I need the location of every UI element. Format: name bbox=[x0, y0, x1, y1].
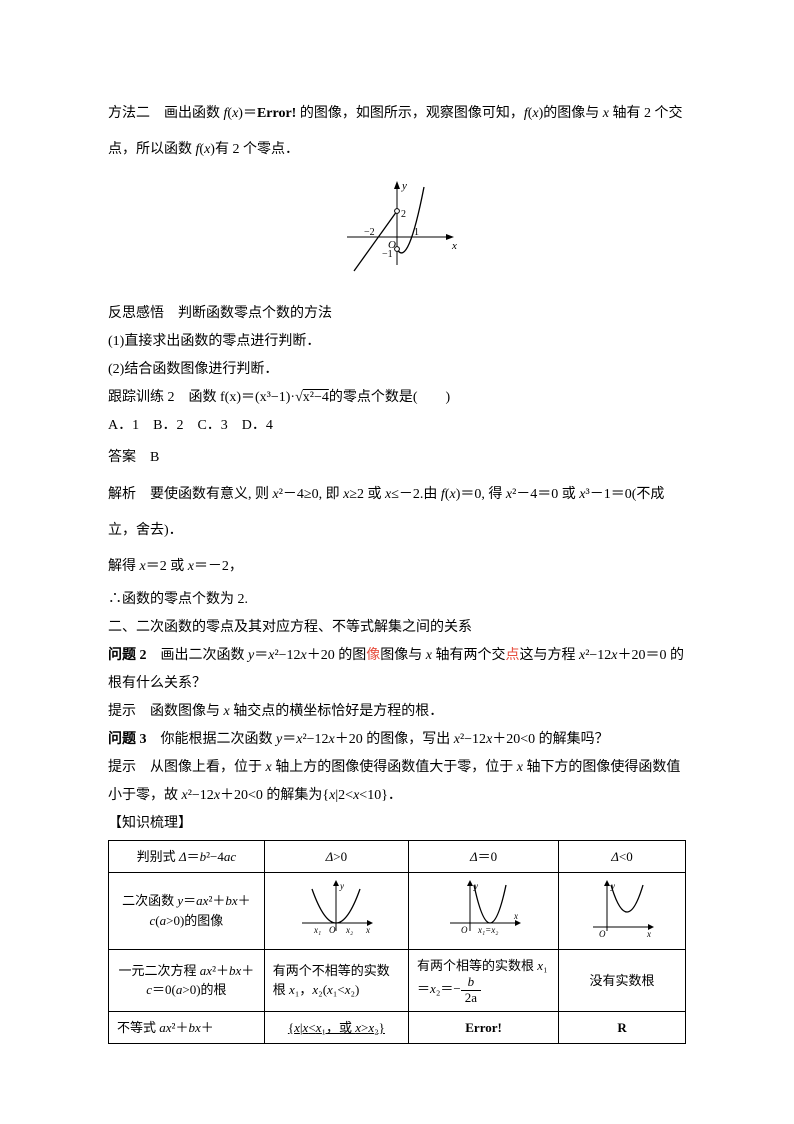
table-row: 判别式 Δ＝b²−4ac Δ>0 Δ＝0 Δ<0 bbox=[109, 840, 686, 873]
reflect-item-1: (1)直接求出函数的零点进行判断． bbox=[108, 328, 686, 356]
table-row: 不等式 ax²＋bx＋ {x|x<x₁，或 x>x₂} Error! R bbox=[109, 1011, 686, 1044]
explain-2: 解得 x＝2 或 x＝－2， bbox=[108, 549, 686, 585]
method2-text: 方法二 画出函数 f(x)＝Error! 的图像，如图所示，观察图像可知，f(x… bbox=[108, 96, 686, 169]
parabola-no-root: O x y bbox=[559, 873, 686, 950]
parabola-two-roots: x₁ O x₂ x y bbox=[264, 873, 408, 950]
svg-text:y: y bbox=[339, 881, 344, 891]
svg-text:x: x bbox=[646, 929, 651, 937]
sqrt-expr: x²−4 bbox=[303, 384, 329, 412]
track-label: 跟踪训练 2 函数 f(x)＝(x³−1)· bbox=[108, 390, 295, 405]
track-practice-2: 跟踪训练 2 函数 f(x)＝(x³−1)·√x²−4的零点个数是( ) bbox=[108, 384, 686, 412]
section-title: 二、二次函数的零点及其对应方程、不等式解集之间的关系 bbox=[108, 614, 686, 642]
svg-text:y: y bbox=[473, 881, 478, 891]
knowledge-table: 判别式 Δ＝b²−4ac Δ>0 Δ＝0 Δ<0 二次函数 y＝ax²＋bx＋c… bbox=[108, 840, 686, 1045]
parabola-one-root: O x₁=x₂ x y bbox=[409, 873, 559, 950]
hint-2: 提示 函数图像与 x 轴交点的横坐标恰好是方程的根． bbox=[108, 698, 686, 726]
svg-text:O: O bbox=[329, 925, 336, 935]
svg-text:x₁=x₂: x₁=x₂ bbox=[477, 925, 498, 935]
table-row: 一元二次方程 ax²＋bx＋c＝0(a>0)的根 有两个不相等的实数根 x₁，x… bbox=[109, 949, 686, 1011]
svg-text:x₂: x₂ bbox=[345, 925, 353, 935]
svg-text:x: x bbox=[365, 925, 370, 935]
function-graph: y x 2 −2 −1 1 O bbox=[108, 175, 686, 290]
explain-1: 解析 要使函数有意义, 则 x²－4≥0, 即 x≥2 或 x≤－2.由 f(x… bbox=[108, 477, 686, 550]
explain-3: ∴函数的零点个数为 2. bbox=[108, 586, 686, 614]
reflect-title: 反思感悟 判断函数零点个数的方法 bbox=[108, 300, 686, 328]
hint-3: 提示 从图像上看，位于 x 轴上方的图像使得函数值大于零，位于 x 轴下方的图像… bbox=[108, 754, 686, 810]
table-row: 二次函数 y＝ax²＋bx＋c(a>0)的图像 x₁ O x₂ x y bbox=[109, 873, 686, 950]
mark-neg2: −2 bbox=[364, 227, 375, 238]
track-after: 的零点个数是( ) bbox=[329, 390, 450, 405]
svg-text:x: x bbox=[513, 911, 518, 921]
svg-text:O: O bbox=[461, 925, 468, 935]
knowledge-heading: 【知识梳理】 bbox=[108, 810, 686, 838]
mark-1: 1 bbox=[414, 227, 419, 238]
axis-y-label: y bbox=[401, 180, 407, 192]
reflect-item-2: (2)结合函数图像进行判断． bbox=[108, 356, 686, 384]
question-2: 问题 2 画出二次函数 y＝x²−12x＋20 的图像图像与 x 轴有两个交点这… bbox=[108, 642, 686, 698]
origin-label: O bbox=[388, 239, 396, 251]
svg-text:y: y bbox=[610, 881, 615, 891]
svg-text:O: O bbox=[599, 929, 606, 937]
options: A．1 B．2 C．3 D．4 bbox=[108, 412, 686, 440]
mark-2: 2 bbox=[401, 209, 406, 220]
question-3: 问题 3 你能根据二次函数 y＝x²−12x＋20 的图像，写出 x²−12x＋… bbox=[108, 726, 686, 754]
answer: 答案 B bbox=[108, 440, 686, 476]
axis-x-label: x bbox=[451, 240, 457, 252]
svg-text:x₁: x₁ bbox=[313, 925, 321, 935]
